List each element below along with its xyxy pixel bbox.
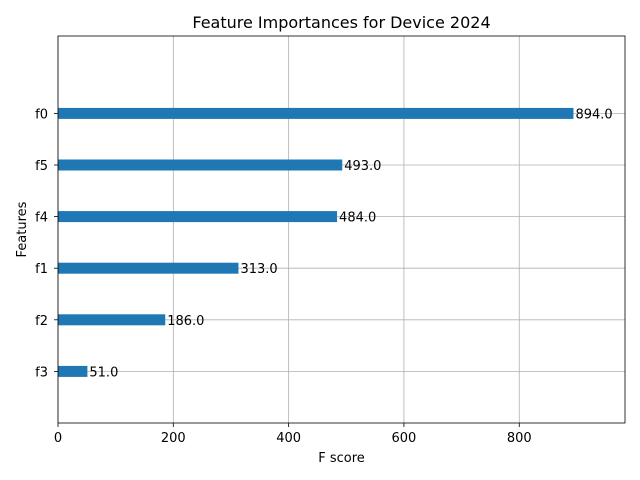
bar-f4	[58, 211, 338, 223]
bar-f0	[58, 107, 574, 119]
x-tick-label: 400	[276, 431, 301, 446]
x-tick-label: 0	[54, 431, 62, 446]
y-tick-label-f3: f3	[35, 365, 48, 380]
y-tick-label-f0: f0	[35, 107, 48, 122]
data-label-f5: 493.0	[344, 159, 381, 174]
bar-f2	[58, 314, 166, 326]
data-label-f2: 186.0	[167, 314, 204, 329]
bar-f3	[58, 365, 88, 377]
x-tick-label: 800	[507, 431, 532, 446]
data-label-f3: 51.0	[89, 365, 118, 380]
data-label-f1: 313.0	[240, 262, 277, 277]
data-label-f0: 894.0	[575, 107, 612, 122]
x-tick-label: 200	[161, 431, 186, 446]
ticks: 0 200 400 600 800 f3 f2 f1 f4 f5 f0	[35, 107, 532, 446]
y-tick-label-f5: f5	[35, 159, 48, 174]
x-tick-label: 600	[392, 431, 417, 446]
y-tick-label-f2: f2	[35, 314, 48, 329]
plot-frame	[57, 35, 626, 424]
bar-f1	[58, 262, 239, 274]
x-axis-label: F score	[318, 451, 365, 466]
bars	[58, 107, 574, 377]
data-label-f4: 484.0	[339, 211, 376, 226]
chart-title: Feature Importances for Device 2024	[192, 13, 490, 32]
data-labels: 51.0 186.0 313.0 484.0 493.0 894.0	[89, 107, 612, 380]
y-tick-label-f1: f1	[35, 262, 48, 277]
y-axis-label: Features	[15, 201, 30, 257]
bar-f5	[58, 159, 343, 171]
y-tick-label-f4: f4	[35, 211, 48, 226]
grid-layer	[57, 36, 625, 423]
